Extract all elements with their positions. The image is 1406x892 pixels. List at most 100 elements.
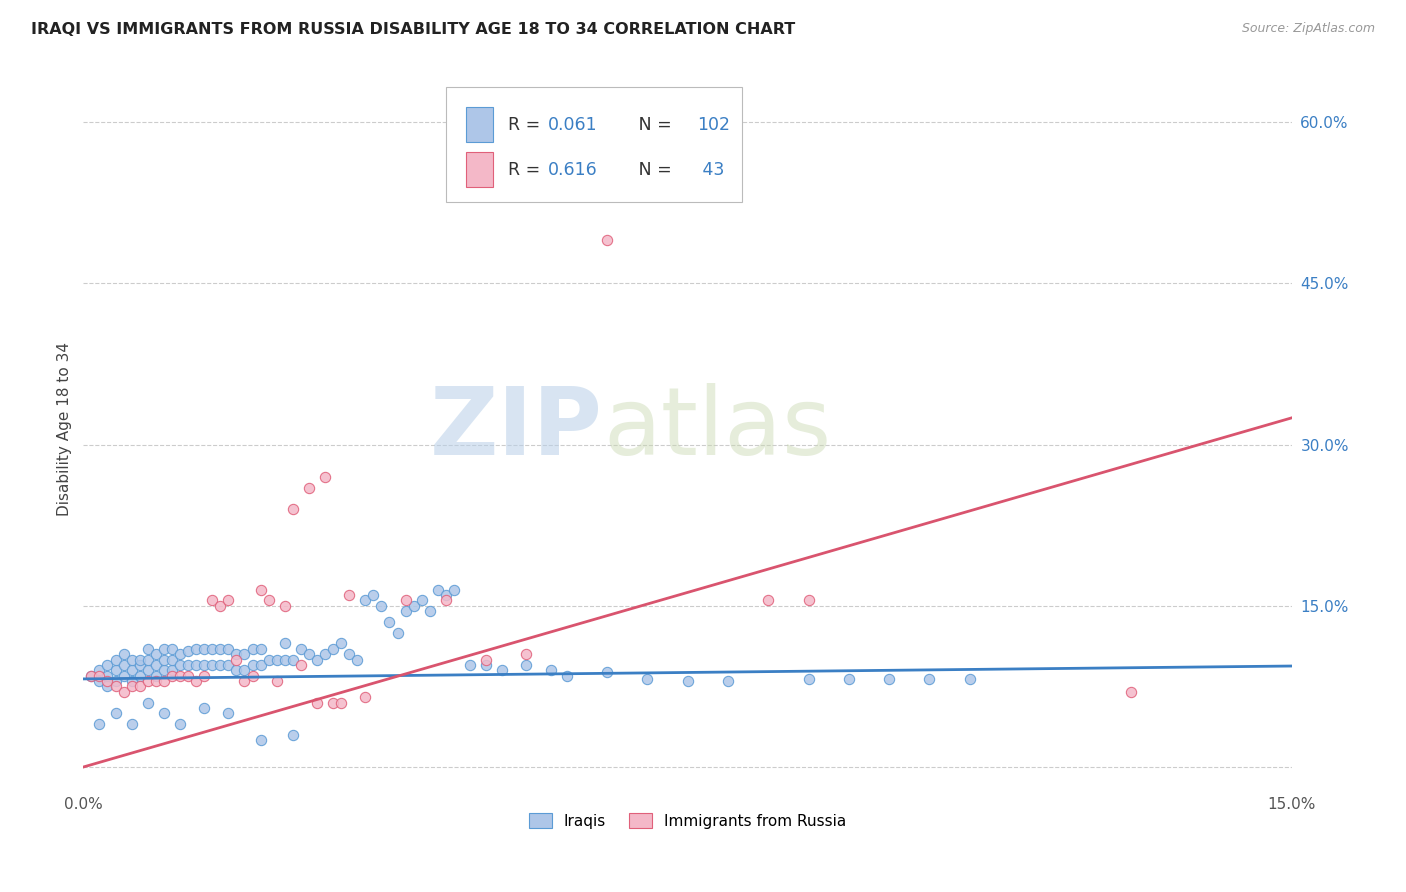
Point <box>128 652 150 666</box>
Text: ZIP: ZIP <box>430 383 603 475</box>
Point <box>104 652 127 666</box>
Point <box>136 641 159 656</box>
Point <box>169 647 191 661</box>
Point <box>402 599 425 613</box>
Point <box>756 593 779 607</box>
Text: N =: N = <box>623 115 678 134</box>
Point <box>378 615 401 629</box>
Point <box>257 652 280 666</box>
Text: IRAQI VS IMMIGRANTS FROM RUSSIA DISABILITY AGE 18 TO 34 CORRELATION CHART: IRAQI VS IMMIGRANTS FROM RUSSIA DISABILI… <box>31 22 796 37</box>
Point <box>136 652 159 666</box>
Text: Source: ZipAtlas.com: Source: ZipAtlas.com <box>1241 22 1375 36</box>
Point <box>217 706 239 721</box>
Point <box>89 668 111 682</box>
Point <box>96 668 118 682</box>
Point <box>160 663 183 677</box>
Point <box>337 588 360 602</box>
Point <box>257 593 280 607</box>
Point <box>322 696 344 710</box>
Point <box>298 481 321 495</box>
Point <box>145 674 167 689</box>
Point <box>426 582 449 597</box>
Point <box>193 701 215 715</box>
Point <box>242 657 264 672</box>
Point <box>225 663 247 677</box>
Point <box>411 593 433 607</box>
Point <box>314 470 336 484</box>
Point <box>540 663 562 677</box>
Point <box>121 674 143 689</box>
Point <box>434 593 457 607</box>
Point <box>112 657 135 672</box>
Point <box>330 696 353 710</box>
Point <box>266 652 288 666</box>
Point <box>1119 685 1142 699</box>
Point <box>387 625 409 640</box>
Point <box>281 502 304 516</box>
Point <box>184 674 207 689</box>
Y-axis label: Disability Age 18 to 34: Disability Age 18 to 34 <box>58 342 72 516</box>
Point <box>290 641 312 656</box>
Point <box>153 674 176 689</box>
Point <box>177 657 200 672</box>
Point <box>242 668 264 682</box>
Point <box>443 582 465 597</box>
Point <box>145 668 167 682</box>
Point <box>96 674 118 689</box>
Point <box>104 680 127 694</box>
Text: 102: 102 <box>697 115 730 134</box>
Point <box>305 696 328 710</box>
Point <box>177 644 200 658</box>
Point <box>676 674 699 689</box>
Point <box>797 672 820 686</box>
Point <box>160 668 183 682</box>
Point <box>96 657 118 672</box>
Point <box>217 593 239 607</box>
Point <box>209 657 232 672</box>
Point <box>169 668 191 682</box>
Point <box>249 582 271 597</box>
Point <box>419 604 441 618</box>
Point <box>112 668 135 682</box>
Point <box>354 690 377 705</box>
Text: 0.616: 0.616 <box>547 161 598 178</box>
Point <box>274 599 297 613</box>
Point <box>209 641 232 656</box>
Point <box>458 657 481 672</box>
Point <box>136 663 159 677</box>
Point <box>281 728 304 742</box>
Point <box>112 685 135 699</box>
Point <box>298 647 321 661</box>
Point <box>80 668 103 682</box>
Point <box>128 680 150 694</box>
Point <box>475 652 498 666</box>
Text: R =: R = <box>508 161 546 178</box>
Point <box>918 672 941 686</box>
Point <box>217 641 239 656</box>
Point <box>169 657 191 672</box>
Point <box>128 668 150 682</box>
FancyBboxPatch shape <box>446 87 742 202</box>
Point <box>838 672 860 686</box>
Point <box>959 672 981 686</box>
Point <box>104 674 127 689</box>
Text: atlas: atlas <box>603 383 831 475</box>
Point <box>515 647 537 661</box>
Text: 0.061: 0.061 <box>547 115 598 134</box>
Point <box>305 652 328 666</box>
Point <box>201 657 224 672</box>
Point <box>330 636 353 650</box>
Point <box>89 663 111 677</box>
Point <box>717 674 740 689</box>
Point <box>249 657 271 672</box>
Point <box>89 674 111 689</box>
Point <box>153 652 176 666</box>
Point <box>596 665 619 680</box>
Point <box>169 717 191 731</box>
Text: R =: R = <box>508 115 546 134</box>
Point <box>281 652 304 666</box>
Point <box>290 657 312 672</box>
Point <box>394 593 416 607</box>
Point <box>160 652 183 666</box>
Point <box>636 672 658 686</box>
